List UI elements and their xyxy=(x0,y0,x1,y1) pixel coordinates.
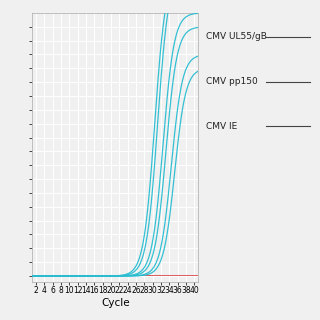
Text: CMV UL55/gB: CMV UL55/gB xyxy=(206,32,267,41)
Text: CMV IE: CMV IE xyxy=(206,122,238,131)
X-axis label: Cycle: Cycle xyxy=(101,298,130,308)
Text: CMV pp150: CMV pp150 xyxy=(206,77,258,86)
